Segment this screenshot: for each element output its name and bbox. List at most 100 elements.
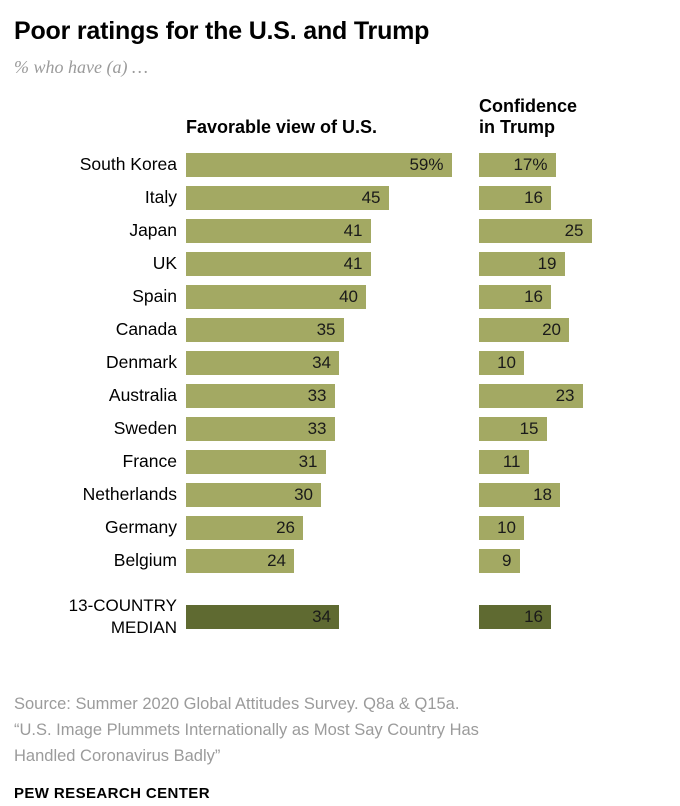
confidence-bar-area: 9 <box>479 548 680 573</box>
confidence-bar: 18 <box>479 482 560 507</box>
chart-row: Denmark 34 10 <box>14 346 680 379</box>
median-confidence-bar: 16 <box>479 605 551 629</box>
confidence-bar: 19 <box>479 251 565 276</box>
confidence-value: 25 <box>564 220 584 240</box>
country-label: Canada <box>115 319 177 339</box>
confidence-bar-area: 10 <box>479 350 680 375</box>
country-label: Italy <box>144 187 177 207</box>
chart-row: Canada 35 20 <box>14 313 680 346</box>
favorable-bar: 24 <box>186 548 294 573</box>
favorable-value: 59% <box>409 154 444 174</box>
confidence-bar-area: 11 <box>479 449 680 474</box>
confidence-bar: 10 <box>479 515 524 540</box>
favorable-bar: 31 <box>186 449 326 474</box>
favorable-value: 41 <box>343 220 363 240</box>
median-label-line1: 13-COUNTRY <box>68 596 177 615</box>
page-title: Poor ratings for the U.S. and Trump <box>14 17 430 45</box>
favorable-value: 34 <box>312 352 331 372</box>
median-label: 13-COUNTRY MEDIAN <box>14 595 186 639</box>
favorable-bar: 35 <box>186 317 344 342</box>
favorable-value: 33 <box>307 418 327 438</box>
confidence-bar: 15 <box>479 416 547 441</box>
confidence-bar: 23 <box>479 383 583 408</box>
country-label: Belgium <box>113 550 177 570</box>
country-label: Germany <box>105 517 177 537</box>
median-favorable-value: 34 <box>312 607 331 626</box>
confidence-value: 20 <box>542 319 561 339</box>
favorable-bar-area: 33 <box>186 383 479 408</box>
favorable-bar-area: 40 <box>186 284 479 309</box>
confidence-bar-area: 23 <box>479 383 680 408</box>
confidence-value: 10 <box>497 352 516 372</box>
confidence-bar: 10 <box>479 350 524 375</box>
confidence-bar: 25 <box>479 218 592 243</box>
confidence-value: 9 <box>502 550 512 570</box>
favorable-bar: 41 <box>186 218 371 243</box>
confidence-column-header: Confidence in Trump <box>479 96 577 138</box>
confidence-bar-area: 19 <box>479 251 680 276</box>
favorable-bar-area: 24 <box>186 548 479 573</box>
favorable-bar: 26 <box>186 515 303 540</box>
country-label: UK <box>152 253 177 273</box>
favorable-bar-area: 41 <box>186 218 479 243</box>
confidence-bar-area: 20 <box>479 317 680 342</box>
confidence-value: 11 <box>502 451 521 471</box>
country-label: Sweden <box>113 418 177 438</box>
country-label: Netherlands <box>82 484 177 504</box>
chart-row: Germany 26 10 <box>14 511 680 544</box>
source-line-2: “U.S. Image Plummets Internationally as … <box>14 721 479 739</box>
median-confidence-bar-area: 16 <box>479 605 680 629</box>
confidence-bar-area: 17% <box>479 152 680 177</box>
median-favorable-bar-area: 34 <box>186 605 479 629</box>
median-favorable-bar: 34 <box>186 605 339 629</box>
median-confidence-value: 16 <box>524 607 543 626</box>
favorable-value: 31 <box>298 451 318 471</box>
favorable-bar-area: 59% <box>186 152 479 177</box>
favorable-value: 45 <box>361 187 381 207</box>
favorable-bar-area: 35 <box>186 317 479 342</box>
confidence-bar: 16 <box>479 185 551 210</box>
confidence-bar: 11 <box>479 449 529 474</box>
confidence-value: 23 <box>555 385 575 405</box>
bar-chart: South Korea 59% 17% Italy 45 16 Japan 41 25 UK 41 1… <box>14 148 680 577</box>
source-note: Source: Summer 2020 Global Attitudes Sur… <box>14 691 680 769</box>
column-headers: Favorable view of U.S. Confidence in Tru… <box>14 96 680 138</box>
confidence-bar: 16 <box>479 284 551 309</box>
favorable-bar: 40 <box>186 284 366 309</box>
pew-research-center-brand: PEW RESEARCH CENTER <box>14 785 210 802</box>
confidence-value: 17% <box>513 154 548 174</box>
confidence-value: 10 <box>497 517 516 537</box>
country-label: South Korea <box>79 154 177 174</box>
favorable-value: 40 <box>339 286 358 306</box>
confidence-value: 16 <box>524 286 543 306</box>
favorable-value: 35 <box>316 319 336 339</box>
source-line-3: Handled Coronavirus Badly” <box>14 747 221 765</box>
confidence-header-line1: Confidence <box>479 96 578 116</box>
chart-row: Italy 45 16 <box>14 181 680 214</box>
chart-row: Sweden 33 15 <box>14 412 680 445</box>
favorable-bar-area: 45 <box>186 185 479 210</box>
confidence-value: 15 <box>519 418 539 438</box>
source-line-1: Source: Summer 2020 Global Attitudes Sur… <box>14 695 460 713</box>
favorable-bar-area: 33 <box>186 416 479 441</box>
median-row: 13-COUNTRY MEDIAN 34 16 <box>14 593 680 641</box>
chart-row: Japan 41 25 <box>14 214 680 247</box>
confidence-bar-area: 16 <box>479 185 680 210</box>
confidence-value: 19 <box>537 253 557 273</box>
favorable-value: 33 <box>307 385 327 405</box>
chart-row: UK 41 19 <box>14 247 680 280</box>
chart-row: Netherlands 30 18 <box>14 478 680 511</box>
favorable-bar-area: 41 <box>186 251 479 276</box>
confidence-bar: 20 <box>479 317 569 342</box>
confidence-bar: 9 <box>479 548 520 573</box>
country-label: Spain <box>132 286 177 306</box>
favorable-bar: 59% <box>186 152 452 177</box>
confidence-bar-area: 25 <box>479 218 680 243</box>
favorable-value: 26 <box>276 517 295 537</box>
confidence-bar-area: 16 <box>479 284 680 309</box>
country-label: France <box>122 451 177 471</box>
favorable-bar-area: 31 <box>186 449 479 474</box>
confidence-value: 18 <box>533 484 552 504</box>
confidence-bar-area: 10 <box>479 515 680 540</box>
